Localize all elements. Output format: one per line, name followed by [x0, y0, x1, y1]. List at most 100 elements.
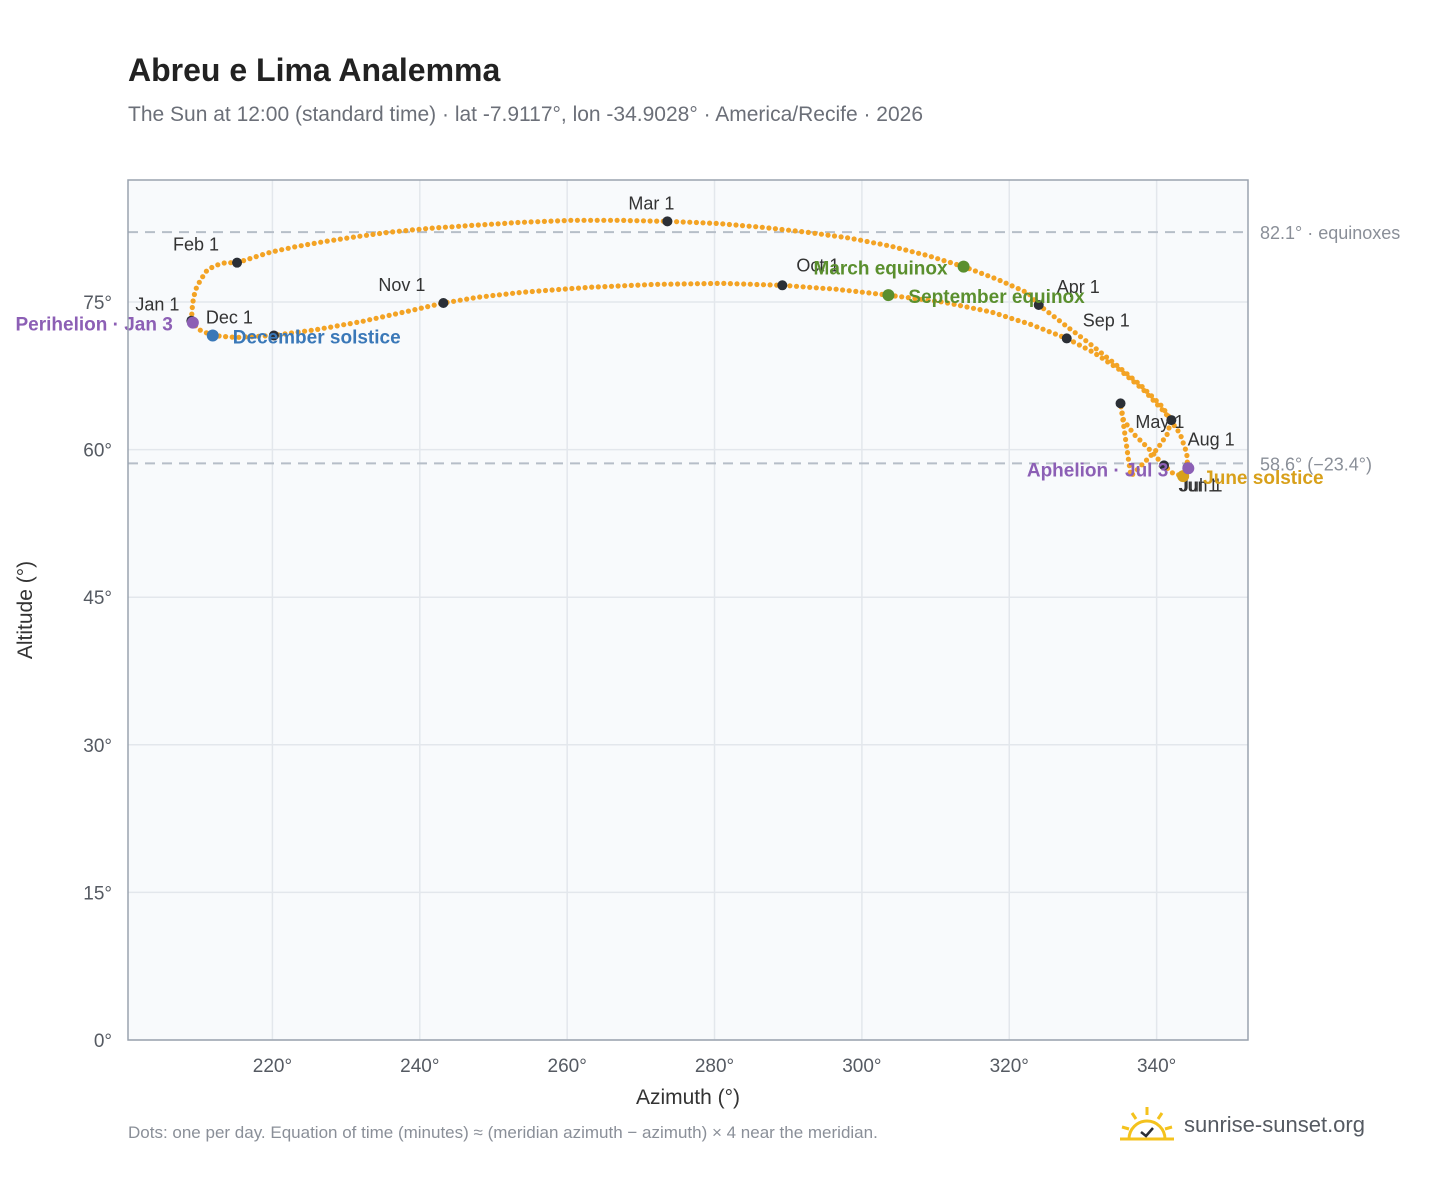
daily-dot	[675, 281, 681, 287]
daily-dot	[694, 281, 701, 287]
daily-dot	[457, 297, 463, 303]
daily-dot	[884, 242, 890, 248]
daily-dot	[909, 249, 915, 255]
daily-dot	[1067, 326, 1073, 332]
daily-dot	[279, 247, 285, 253]
daily-dot	[1062, 322, 1068, 328]
daily-dot	[229, 334, 235, 340]
daily-dot	[693, 219, 700, 226]
daily-dot	[1110, 362, 1116, 369]
y-tick-label: 30°	[83, 736, 112, 757]
daily-dot	[456, 223, 462, 229]
daily-dot	[661, 281, 667, 287]
daily-dot	[462, 223, 468, 229]
daily-dot	[787, 283, 793, 289]
daily-dot	[614, 217, 620, 223]
daily-dot	[249, 334, 255, 340]
y-axis-ticks: 0° 15° 30° 45° 60° 75°	[83, 293, 112, 1052]
daily-dot	[1163, 412, 1170, 418]
y-tick-label: 60°	[83, 441, 112, 462]
daily-dot	[442, 224, 448, 230]
daily-dot	[331, 237, 337, 243]
daily-dot	[1009, 315, 1015, 322]
daily-dot	[209, 264, 215, 271]
daily-dot	[845, 235, 851, 241]
daily-dot	[475, 222, 481, 228]
daily-dot	[298, 243, 304, 249]
daily-dot	[680, 219, 686, 225]
daily-dot	[634, 218, 640, 224]
daily-dot	[1184, 452, 1190, 459]
daily-dot	[416, 226, 422, 232]
daily-dot	[964, 304, 970, 310]
daily-dot	[621, 217, 627, 223]
daily-dot	[838, 234, 844, 240]
daily-dot	[668, 281, 674, 287]
month-marker	[1166, 415, 1177, 426]
daily-dot	[190, 298, 196, 304]
daily-dot	[1056, 318, 1062, 324]
sun-logo-icon	[1120, 1107, 1174, 1141]
daily-dot	[295, 329, 301, 335]
daily-dot	[1021, 319, 1027, 325]
daily-dot	[1127, 469, 1133, 475]
daily-dot	[871, 240, 877, 246]
daily-dot	[957, 303, 964, 309]
x-axis-ticks: 220° 240° 260° 280° 300° 320° 340°	[253, 1056, 1177, 1077]
daily-dot	[1076, 342, 1082, 348]
daily-dot	[1099, 355, 1105, 361]
daily-dot	[363, 232, 370, 238]
event-label: Aphelion · Jul 3	[1027, 460, 1168, 481]
event-marker	[206, 329, 219, 342]
daily-dot	[935, 256, 941, 262]
daily-dot	[1125, 456, 1131, 462]
daily-dot	[477, 294, 483, 300]
daily-dot	[1119, 410, 1125, 416]
month-marker	[232, 257, 243, 268]
chart-title: Abreu e Lima Analemma	[128, 52, 501, 88]
daily-dot	[495, 221, 501, 227]
daily-dot	[367, 317, 373, 323]
daily-dot	[721, 280, 727, 286]
brand[interactable]: sunrise-sunset.org	[1120, 1100, 1365, 1150]
daily-dot	[357, 233, 363, 239]
daily-dot	[496, 292, 502, 298]
daily-dot	[991, 275, 997, 281]
daily-dot	[1142, 442, 1148, 448]
daily-dot	[1132, 432, 1138, 438]
daily-dot	[627, 218, 633, 224]
daily-dot	[818, 231, 825, 237]
daily-dot	[1088, 348, 1094, 354]
daily-dot	[221, 260, 227, 266]
daily-dot	[203, 268, 209, 274]
daily-dot	[1137, 437, 1143, 443]
daily-dot	[350, 234, 356, 240]
daily-dot	[470, 295, 476, 301]
daily-dot	[380, 314, 386, 320]
daily-dot	[1105, 359, 1111, 365]
daily-dot	[753, 224, 759, 230]
daily-dot	[253, 254, 259, 260]
daily-dot	[1046, 329, 1052, 335]
daily-dot	[1052, 331, 1058, 337]
daily-dot	[905, 295, 911, 301]
daily-dot	[321, 325, 327, 331]
daily-dot	[746, 223, 752, 229]
daily-dot	[588, 217, 594, 223]
daily-dot	[508, 220, 514, 226]
daily-dot	[1031, 297, 1037, 303]
daily-dot	[260, 252, 266, 258]
daily-dot	[1141, 387, 1147, 394]
daily-dot	[403, 228, 409, 234]
daily-dot	[1146, 392, 1152, 398]
daily-dot	[392, 311, 399, 317]
daily-dot	[747, 281, 753, 287]
daily-dot	[262, 333, 268, 339]
daily-dot	[1098, 350, 1104, 356]
daily-dot	[990, 309, 996, 316]
daily-dot	[370, 231, 376, 237]
daily-dot	[1094, 351, 1100, 358]
y-tick-label: 15°	[83, 883, 112, 904]
daily-dot	[720, 221, 726, 227]
daily-dot	[1131, 379, 1137, 385]
